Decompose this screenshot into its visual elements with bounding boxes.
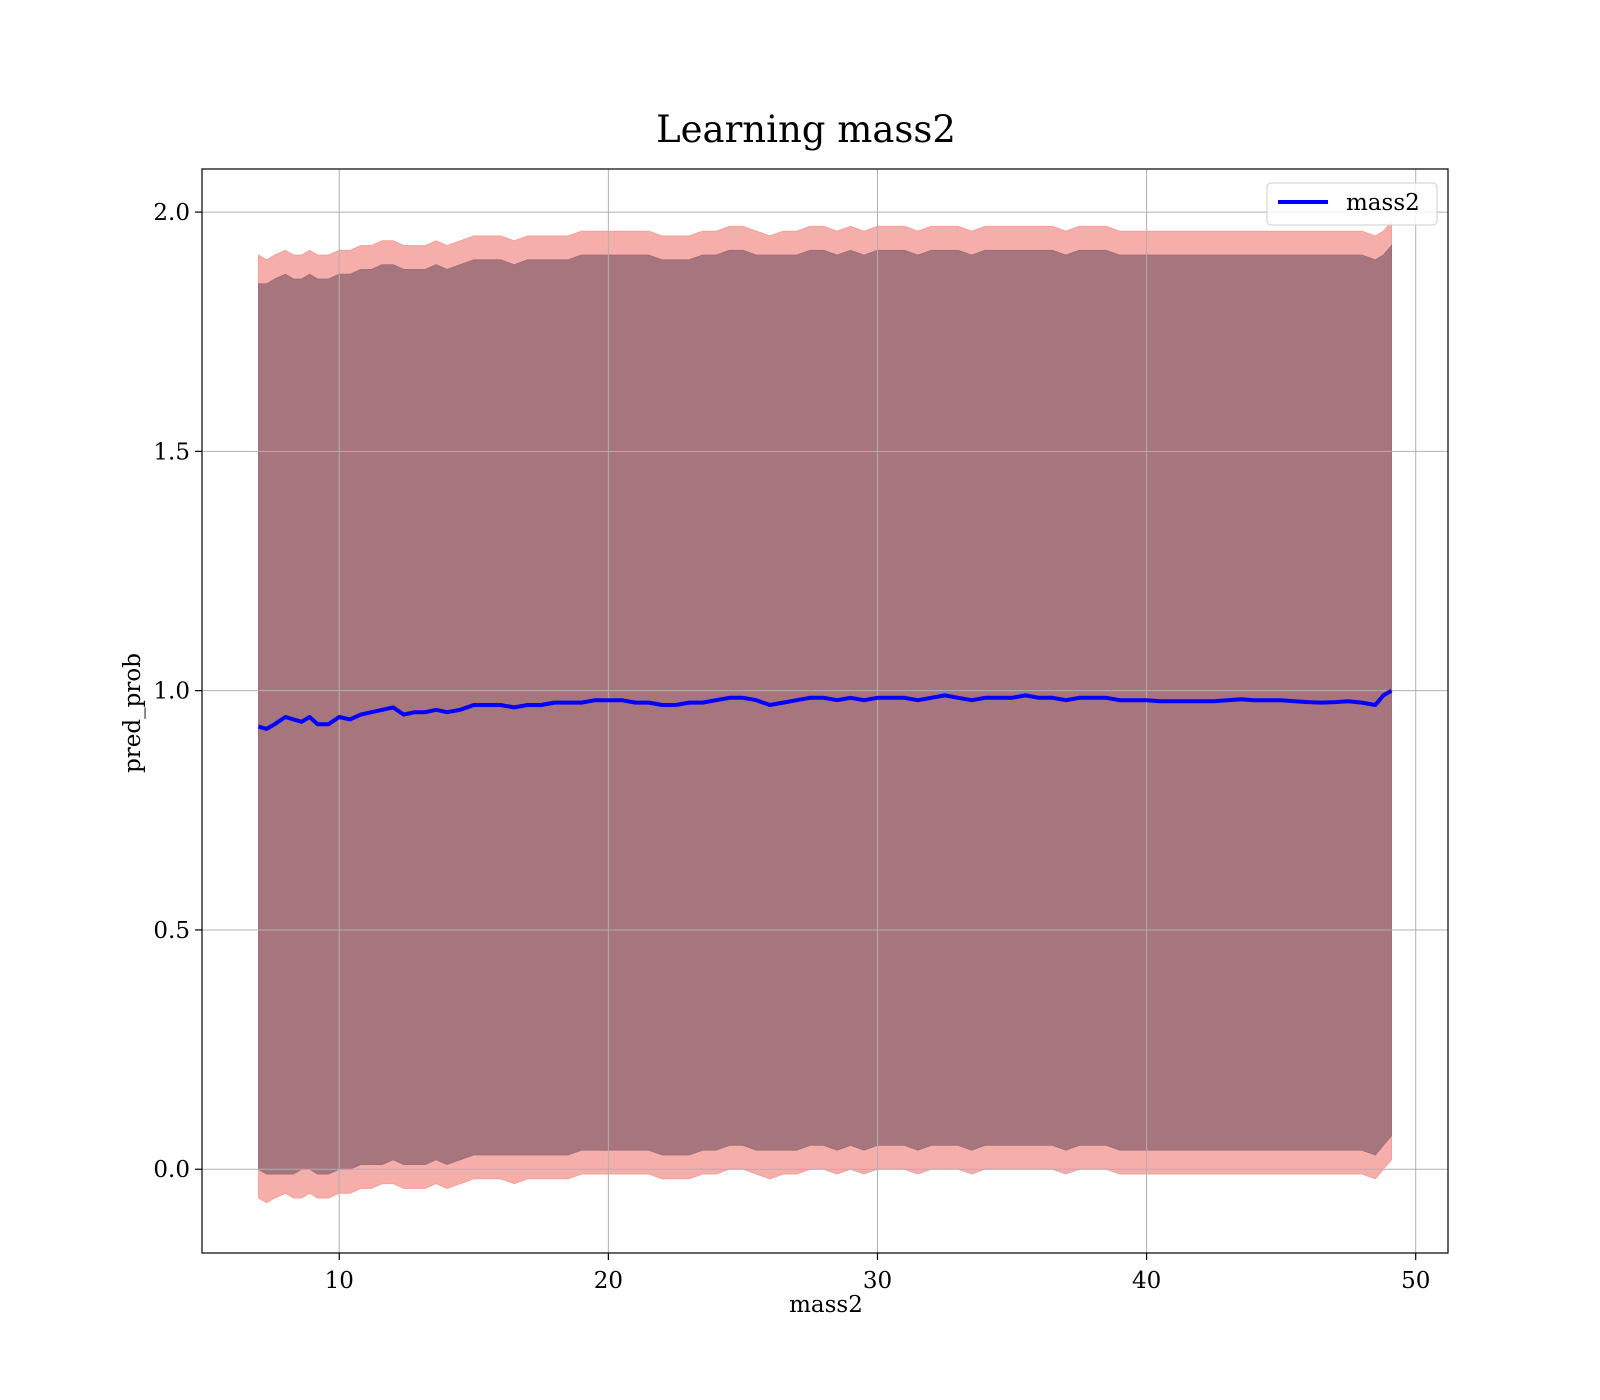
x-tick-label: 40 bbox=[1132, 1268, 1161, 1294]
x-axis-label: mass2 bbox=[789, 1292, 863, 1318]
confidence-bands bbox=[258, 220, 1392, 1204]
x-axis-ticks: 10 20 30 40 50 bbox=[325, 1253, 1430, 1294]
y-tick-label: 1.5 bbox=[153, 439, 190, 465]
grid-lines bbox=[202, 169, 1448, 1253]
x-tick-label: 20 bbox=[594, 1268, 623, 1294]
x-tick-label: 10 bbox=[325, 1268, 354, 1294]
series-line-mass2 bbox=[257, 688, 1393, 731]
y-tick-label: 1.0 bbox=[153, 679, 190, 705]
x-tick-label: 30 bbox=[863, 1268, 892, 1294]
legend-box bbox=[1266, 182, 1438, 226]
y-tick-label: 2.0 bbox=[153, 200, 190, 226]
x-tick-label: 50 bbox=[1401, 1268, 1430, 1294]
legend-label-mass2: mass2 bbox=[1346, 190, 1420, 216]
plot-area bbox=[201, 168, 1449, 1254]
legend: mass2 bbox=[1266, 182, 1438, 226]
y-tick-label: 0.5 bbox=[153, 918, 190, 944]
y-tick-label: 0.0 bbox=[153, 1157, 190, 1183]
series-lines bbox=[257, 688, 1393, 731]
plot-frame bbox=[201, 168, 1449, 1254]
y-axis-ticks: 0.0 0.5 1.0 1.5 2.0 bbox=[153, 200, 202, 1183]
inner-band bbox=[258, 244, 1392, 1175]
chart-title: Learning mass2 bbox=[656, 108, 956, 151]
y-axis-label: pred_prob bbox=[120, 653, 146, 773]
